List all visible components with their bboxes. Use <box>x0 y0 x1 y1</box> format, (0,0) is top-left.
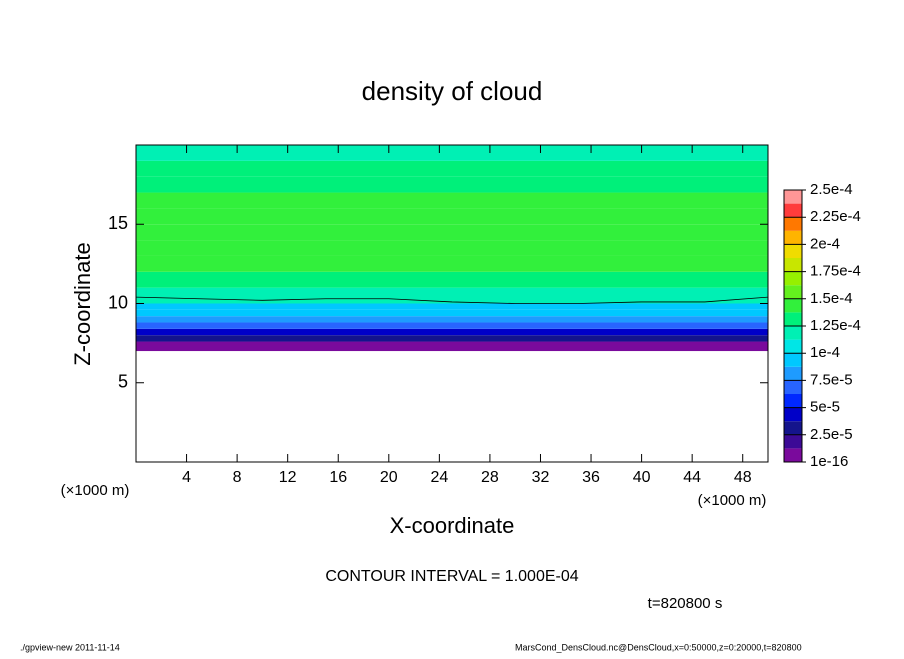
colorbar-box <box>784 258 802 272</box>
x-tick-label: 44 <box>683 469 701 486</box>
colorbar-label: 1.25e-4 <box>810 317 861 334</box>
density-band <box>136 145 768 161</box>
footer-right: MarsCond_DensCloud.nc@DensCloud,x=0:5000… <box>515 642 802 652</box>
x-tick-label: 36 <box>582 469 600 486</box>
colorbar-label: 2.5e-4 <box>810 181 853 198</box>
footer-left: ./gpview-new 2011-11-14 <box>20 642 120 652</box>
x-tick-label: 16 <box>329 469 347 486</box>
colorbar-box <box>784 353 802 367</box>
density-band <box>136 224 768 241</box>
colorbar-label: 2e-4 <box>810 235 840 252</box>
colorbar-box <box>784 407 802 422</box>
colorbar-box <box>784 298 802 313</box>
colorbar-box <box>784 285 802 299</box>
density-band <box>136 335 768 342</box>
colorbar-box <box>784 448 802 462</box>
x-unit-label: (×1000 m) <box>61 482 130 499</box>
colorbar-label: 2.25e-4 <box>810 208 861 225</box>
y-axis-label: Z-coordinate <box>70 242 95 366</box>
x-axis-label: X-coordinate <box>390 513 515 538</box>
chart-title: density of cloud <box>362 76 543 106</box>
x-tick-label: 12 <box>279 469 297 486</box>
colorbar-box <box>784 366 802 381</box>
density-band <box>136 303 768 310</box>
density-band <box>136 208 768 225</box>
colorbar-label: 1e-4 <box>810 344 840 361</box>
x-unit-label: (×1000 m) <box>698 492 767 509</box>
colorbar-box <box>784 339 802 354</box>
y-tick-label: 10 <box>108 292 128 312</box>
time-label: t=820800 s <box>648 595 723 612</box>
colorbar-box <box>784 394 802 408</box>
x-tick-label: 28 <box>481 469 499 486</box>
colorbar-box <box>784 271 802 286</box>
density-band <box>136 287 768 304</box>
x-tick-label: 32 <box>532 469 550 486</box>
x-tick-label: 40 <box>633 469 651 486</box>
x-tick-label: 8 <box>233 469 242 486</box>
colorbar-box <box>784 380 802 394</box>
density-band <box>136 341 768 352</box>
colorbar-label: 2.5e-5 <box>810 426 853 443</box>
colorbar-label: 1e-16 <box>810 453 848 470</box>
colorbar-label: 7.5e-5 <box>810 371 853 388</box>
density-band <box>136 240 768 256</box>
x-tick-label: 20 <box>380 469 398 486</box>
colorbar-box <box>784 244 802 258</box>
colorbar-box <box>784 421 802 435</box>
density-band <box>136 176 768 193</box>
density-band <box>136 192 768 209</box>
y-tick-label: 5 <box>118 372 128 392</box>
x-tick-label: 48 <box>734 469 752 486</box>
density-band <box>136 328 768 336</box>
colorbar-label: 5e-5 <box>810 399 840 416</box>
density-band <box>136 316 768 323</box>
density-band <box>136 255 768 272</box>
contour-line <box>135 296 769 304</box>
colorbar-box <box>784 326 802 340</box>
density-band <box>136 271 768 288</box>
y-tick-label: 15 <box>108 213 128 233</box>
colorbar-box <box>784 230 802 245</box>
colorbar-box <box>784 203 802 218</box>
contour-interval: CONTOUR INTERVAL = 1.000E-04 <box>325 568 578 585</box>
colorbar-box <box>784 217 802 231</box>
density-band <box>136 322 768 329</box>
colorbar-box <box>784 190 802 204</box>
colorbar-box <box>784 434 802 449</box>
colorbar-box <box>784 312 802 326</box>
colorbar-label: 1.75e-4 <box>810 263 861 280</box>
x-tick-label: 24 <box>430 469 448 486</box>
x-tick-label: 4 <box>182 469 191 486</box>
colorbar-label: 1.5e-4 <box>810 290 853 307</box>
density-band <box>136 160 768 177</box>
density-band <box>136 309 768 317</box>
